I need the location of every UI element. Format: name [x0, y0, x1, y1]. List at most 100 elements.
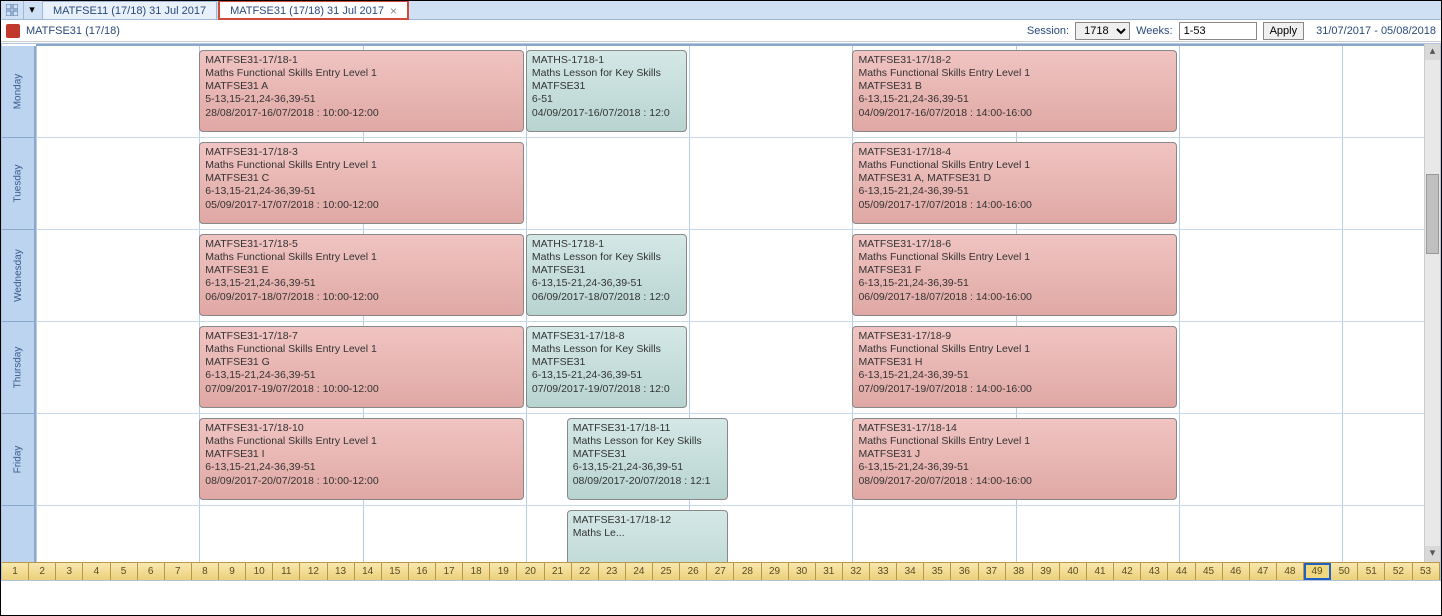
event-line: 6-13,15-21,24-36,39-51 [205, 461, 518, 474]
timetable-event[interactable]: MATFSE31-17/18-6Maths Functional Skills … [852, 234, 1177, 316]
timetable-event[interactable]: MATFSE31-17/18-2Maths Functional Skills … [852, 50, 1177, 132]
week-cell[interactable]: 31 [816, 563, 843, 580]
week-cell[interactable]: 16 [409, 563, 436, 580]
week-cell[interactable]: 18 [463, 563, 490, 580]
timetable-event[interactable]: MATHS-1718-1Maths Lesson for Key SkillsM… [526, 234, 687, 316]
week-cell[interactable]: 1 [2, 563, 29, 580]
view-dropdown-icon[interactable]: ▾ [24, 0, 40, 19]
session-select[interactable]: 1718 [1075, 22, 1130, 40]
timetable-event[interactable]: MATFSE31-17/18-11Maths Lesson for Key Sk… [567, 418, 728, 500]
week-cell[interactable]: 53 [1413, 563, 1440, 580]
vertical-scrollbar[interactable]: ▴ ▾ [1424, 44, 1440, 562]
week-cell[interactable]: 20 [517, 563, 544, 580]
week-cell[interactable]: 33 [870, 563, 897, 580]
tab-label: MATFSE11 (17/18) 31 Jul 2017 [53, 5, 206, 17]
week-cell[interactable]: 32 [843, 563, 870, 580]
event-line: 6-13,15-21,24-36,39-51 [858, 93, 1171, 106]
week-cell[interactable]: 14 [355, 563, 382, 580]
week-cell[interactable]: 42 [1114, 563, 1141, 580]
week-cell[interactable]: 3 [56, 563, 83, 580]
event-line: 07/09/2017-19/07/2018 : 12:0 [532, 383, 681, 396]
week-cell[interactable]: 52 [1385, 563, 1412, 580]
week-cell[interactable]: 8 [192, 563, 219, 580]
week-cell[interactable]: 28 [734, 563, 761, 580]
timetable-event[interactable]: MATFSE31-17/18-10Maths Functional Skills… [199, 418, 524, 500]
week-cell[interactable]: 26 [680, 563, 707, 580]
week-cell[interactable]: 37 [979, 563, 1006, 580]
week-cell[interactable]: 40 [1060, 563, 1087, 580]
timetable-event[interactable]: MATFSE31-17/18-3Maths Functional Skills … [199, 142, 524, 224]
apply-button[interactable]: Apply [1263, 22, 1305, 40]
week-cell[interactable]: 25 [653, 563, 680, 580]
event-line: 06/09/2017-18/07/2018 : 14:00-16:00 [858, 291, 1171, 304]
week-cell[interactable]: 34 [897, 563, 924, 580]
timetable-event[interactable]: MATFSE31-17/18-14Maths Functional Skills… [852, 418, 1177, 500]
event-line: Maths Le... [573, 527, 722, 540]
tab[interactable]: MATFSE31 (17/18) 31 Jul 2017 × [219, 1, 408, 19]
timetable-event[interactable]: MATFSE31-17/18-12Maths Le... [567, 510, 728, 562]
week-cell[interactable]: 19 [490, 563, 517, 580]
week-cell[interactable]: 7 [165, 563, 192, 580]
day-label: Tuesday [13, 165, 24, 203]
event-line: MATFSE31-17/18-6 [858, 238, 1171, 251]
week-cell[interactable]: 27 [707, 563, 734, 580]
week-cell[interactable]: 51 [1358, 563, 1385, 580]
timetable-event[interactable]: MATFSE31-17/18-8Maths Lesson for Key Ski… [526, 326, 687, 408]
scroll-thumb[interactable] [1426, 174, 1439, 254]
weeks-label: Weeks: [1136, 25, 1172, 37]
week-cell[interactable]: 38 [1006, 563, 1033, 580]
week-cell[interactable]: 47 [1250, 563, 1277, 580]
timetable-event[interactable]: MATFSE31-17/18-9Maths Functional Skills … [852, 326, 1177, 408]
week-cell[interactable]: 50 [1331, 563, 1358, 580]
week-cell[interactable]: 46 [1223, 563, 1250, 580]
scroll-up-icon[interactable]: ▴ [1425, 44, 1440, 60]
timetable-event[interactable]: MATFSE31-17/18-7Maths Functional Skills … [199, 326, 524, 408]
event-line: MATFSE31 B [858, 80, 1171, 93]
week-cell[interactable]: 15 [382, 563, 409, 580]
week-cell[interactable]: 29 [762, 563, 789, 580]
week-cell[interactable]: 22 [572, 563, 599, 580]
week-cell[interactable]: 17 [436, 563, 463, 580]
week-cell[interactable]: 39 [1033, 563, 1060, 580]
week-cell[interactable]: 12 [300, 563, 327, 580]
scroll-down-icon[interactable]: ▾ [1425, 546, 1440, 562]
event-line: MATFSE31 A [205, 80, 518, 93]
week-cell[interactable]: 23 [599, 563, 626, 580]
week-cell[interactable]: 24 [626, 563, 653, 580]
timetable-event[interactable]: MATFSE31-17/18-5Maths Functional Skills … [199, 234, 524, 316]
week-cell[interactable]: 49 [1304, 563, 1331, 580]
tab[interactable]: MATFSE11 (17/18) 31 Jul 2017 [42, 1, 217, 19]
week-cell[interactable]: 2 [29, 563, 56, 580]
week-cell[interactable]: 41 [1087, 563, 1114, 580]
event-line: 05/09/2017-17/07/2018 : 14:00-16:00 [858, 199, 1171, 212]
event-line: MATFSE31 I [205, 448, 518, 461]
week-cell[interactable]: 30 [789, 563, 816, 580]
week-cell[interactable]: 10 [246, 563, 273, 580]
week-cell[interactable]: 9 [219, 563, 246, 580]
week-cell[interactable]: 44 [1168, 563, 1195, 580]
week-cell[interactable]: 6 [138, 563, 165, 580]
week-cell[interactable]: 35 [924, 563, 951, 580]
weeks-input[interactable] [1179, 22, 1257, 40]
tab-label: MATFSE31 (17/18) 31 Jul 2017 [230, 5, 384, 17]
week-strip[interactable]: 1234567891011121314151617181920212223242… [2, 562, 1440, 580]
week-cell[interactable]: 45 [1196, 563, 1223, 580]
day-label: Wednesday [13, 249, 24, 302]
close-icon[interactable]: × [390, 4, 397, 18]
week-cell[interactable]: 36 [951, 563, 978, 580]
week-cell[interactable]: 11 [273, 563, 300, 580]
timetable-grid[interactable]: MATFSE31-17/18-1Maths Functional Skills … [36, 46, 1424, 562]
timetable-event[interactable]: MATFSE31-17/18-1Maths Functional Skills … [199, 50, 524, 132]
week-cell[interactable]: 43 [1141, 563, 1168, 580]
page-title: MATFSE31 (17/18) [26, 25, 120, 37]
timetable-event[interactable]: MATFSE31-17/18-4Maths Functional Skills … [852, 142, 1177, 224]
week-cell[interactable]: 48 [1277, 563, 1304, 580]
view-mode-button[interactable] [0, 0, 24, 19]
event-line: 5-13,15-21,24-36,39-51 [205, 93, 518, 106]
week-cell[interactable]: 4 [83, 563, 110, 580]
timetable-event[interactable]: MATHS-1718-1Maths Lesson for Key SkillsM… [526, 50, 687, 132]
week-cell[interactable]: 5 [111, 563, 138, 580]
week-cell[interactable]: 13 [328, 563, 355, 580]
event-line: Maths Functional Skills Entry Level 1 [858, 159, 1171, 172]
week-cell[interactable]: 21 [545, 563, 572, 580]
